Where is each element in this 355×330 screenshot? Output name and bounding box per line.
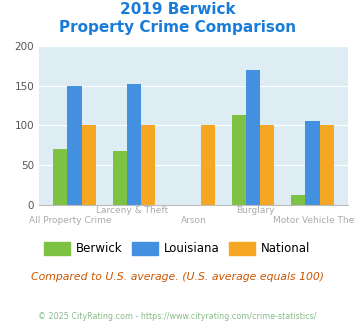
Legend: Berwick, Louisiana, National: Berwick, Louisiana, National [40,237,315,260]
Bar [305,121,320,205]
Bar [67,86,82,205]
Bar [260,125,274,205]
Bar [201,125,215,205]
Bar [82,125,96,205]
Text: All Property Crime: All Property Crime [29,216,111,225]
Text: Larceny & Theft: Larceny & Theft [95,206,168,215]
Text: Motor Vehicle Theft: Motor Vehicle Theft [273,216,355,225]
Bar [53,149,67,205]
Bar [113,151,127,205]
Text: 2019 Berwick: 2019 Berwick [120,2,235,16]
Text: © 2025 CityRating.com - https://www.cityrating.com/crime-statistics/: © 2025 CityRating.com - https://www.city… [38,312,317,321]
Text: Compared to U.S. average. (U.S. average equals 100): Compared to U.S. average. (U.S. average … [31,272,324,282]
Bar [291,195,305,205]
Text: Arson: Arson [181,216,206,225]
Bar [127,84,141,205]
Bar [231,115,246,205]
Bar [141,125,155,205]
Text: Burglary: Burglary [236,206,274,215]
Bar [320,125,334,205]
Bar [246,70,260,205]
Text: Property Crime Comparison: Property Crime Comparison [59,20,296,35]
